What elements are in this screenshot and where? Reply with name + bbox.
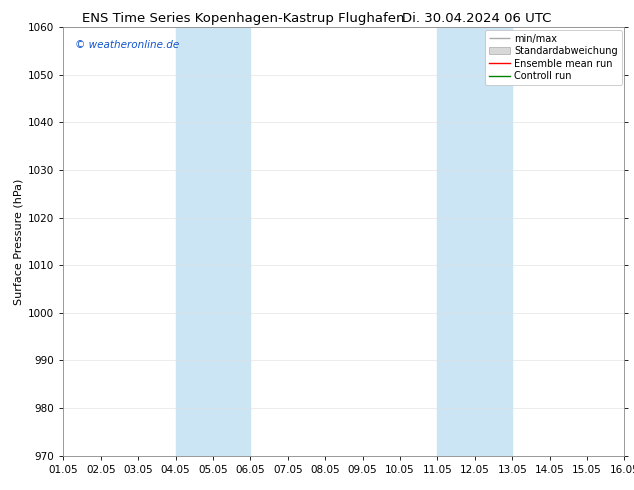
Text: ENS Time Series Kopenhagen-Kastrup Flughafen: ENS Time Series Kopenhagen-Kastrup Flugh…: [82, 12, 405, 25]
Y-axis label: Surface Pressure (hPa): Surface Pressure (hPa): [14, 178, 24, 304]
Text: © weatheronline.de: © weatheronline.de: [75, 40, 179, 50]
Legend: min/max, Standardabweichung, Ensemble mean run, Controll run: min/max, Standardabweichung, Ensemble me…: [485, 30, 621, 85]
Text: Di. 30.04.2024 06 UTC: Di. 30.04.2024 06 UTC: [402, 12, 552, 25]
Bar: [176, 27, 250, 456]
Bar: [437, 27, 512, 456]
